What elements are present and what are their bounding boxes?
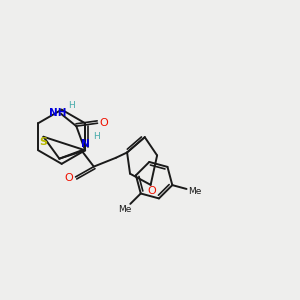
Text: O: O: [65, 173, 74, 183]
Text: H: H: [93, 132, 100, 141]
Text: S: S: [39, 137, 47, 147]
Text: Me: Me: [118, 205, 131, 214]
Text: H: H: [68, 101, 75, 110]
Text: O: O: [99, 118, 108, 128]
Text: NH: NH: [49, 108, 66, 118]
Text: O: O: [148, 186, 157, 196]
Text: Me: Me: [188, 187, 201, 196]
Text: N: N: [81, 139, 90, 149]
